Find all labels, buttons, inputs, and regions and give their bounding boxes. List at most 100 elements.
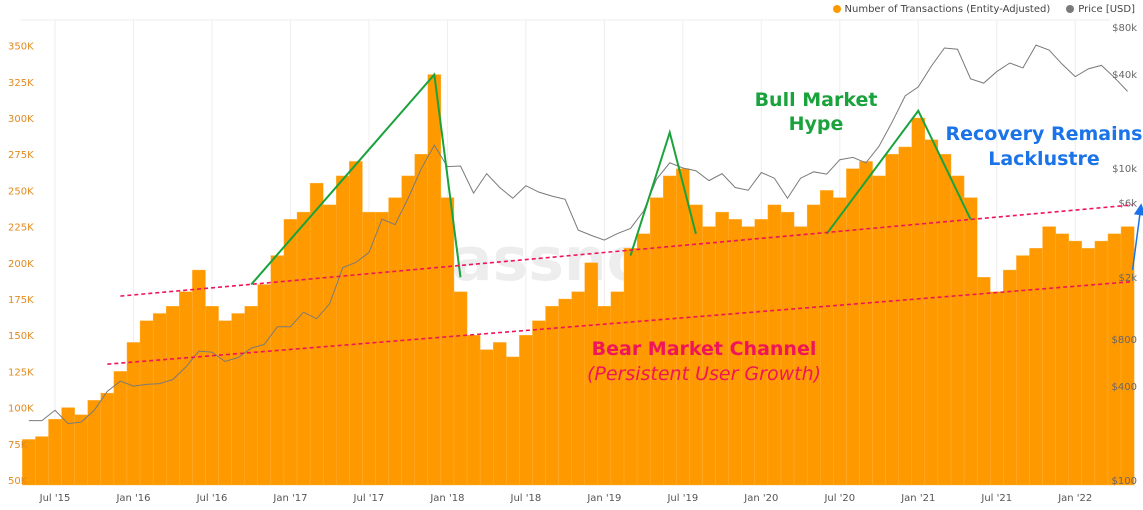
y-right-tick-label: $800 (1112, 335, 1137, 346)
x-tick-label: Jul '16 (196, 493, 228, 504)
bear-label: Bear Market Channel (592, 338, 817, 360)
y-right-tick-label: $6k (1118, 199, 1137, 210)
x-tick-label: Jan '22 (1057, 493, 1092, 504)
legend-label: Price [USD] (1078, 4, 1135, 15)
y-left-tick-label: 325K (8, 78, 34, 89)
legend-item-price[interactable]: Price [USD] (1066, 4, 1135, 15)
transaction-bar (1029, 248, 1043, 486)
recovery-arrow (1131, 203, 1143, 271)
y-left-tick-label: 250K (8, 186, 34, 197)
y-left-tick-label: 300K (8, 114, 34, 125)
gray-dot-icon (1066, 5, 1075, 13)
transaction-bar (976, 277, 991, 486)
transaction-bar (35, 436, 49, 486)
transaction-bar (453, 291, 468, 486)
transaction-bar (1003, 269, 1017, 486)
transaction-bar (87, 400, 102, 486)
transaction-bar (937, 153, 952, 486)
transaction-bar (113, 371, 128, 486)
x-tick-label: Jan '17 (272, 493, 307, 504)
y-right-tick-label: $400 (1112, 382, 1137, 393)
y-left-tick-label: 350K (8, 42, 34, 53)
transaction-bar (205, 306, 219, 486)
transaction-bar (152, 313, 167, 486)
y-right-tick-label: $2k (1118, 273, 1137, 284)
x-tick-label: Jul '19 (666, 493, 698, 504)
transaction-bar (1094, 240, 1109, 486)
transaction-bar (1120, 226, 1135, 486)
transaction-bar (963, 197, 978, 486)
transaction-bar (179, 291, 193, 486)
transaction-bar (990, 291, 1004, 486)
legend-item-transactions[interactable]: Number of Transactions (Entity-Adjusted) (832, 4, 1051, 15)
x-tick-label: Jul '20 (823, 493, 855, 504)
y-left-tick-label: 200K (8, 259, 34, 270)
transaction-bar (427, 74, 442, 486)
legend-label: Number of Transactions (Entity-Adjusted) (844, 4, 1051, 15)
transaction-bar (126, 342, 141, 486)
transaction-bar (218, 320, 232, 486)
transaction-bar (911, 117, 926, 486)
transaction-bar (532, 320, 546, 486)
transaction-bar (336, 175, 350, 486)
y-right-tick-label: $40k (1112, 70, 1137, 81)
transaction-bar (74, 414, 88, 486)
transaction-bar (846, 168, 860, 486)
bull-trend-line (825, 108, 972, 235)
transaction-bar (663, 175, 677, 486)
transaction-bar (493, 342, 507, 486)
transaction-bar (924, 139, 939, 486)
y-right-tick-label: $100 (1112, 476, 1137, 487)
transaction-bar (270, 255, 285, 486)
y-left-tick-label: 275K (8, 150, 34, 161)
y-right-tick-label: $10k (1112, 164, 1137, 175)
transaction-bar (1107, 233, 1122, 486)
bull-trend-line (629, 128, 697, 256)
x-tick-label: Jan '20 (743, 493, 778, 504)
transaction-bar (833, 197, 847, 486)
transaction-bar (414, 153, 429, 486)
transaction-bar (375, 211, 389, 486)
x-tick-label: Jul '17 (353, 493, 385, 504)
x-tick-label: Jan '16 (115, 493, 150, 504)
transaction-bar (1055, 233, 1069, 486)
transaction-bar (257, 284, 272, 486)
transaction-bar (676, 168, 690, 486)
transaction-bar (950, 175, 965, 486)
bear-sublabel: (Persistent User Growth) (587, 363, 821, 385)
transaction-bar (859, 161, 873, 486)
x-tick-label: Jul '18 (510, 493, 542, 504)
transaction-bar (610, 291, 625, 486)
transaction-bar (48, 418, 62, 486)
y-left-tick-label: 50K (8, 476, 28, 487)
transaction-bar (192, 269, 206, 486)
y-left-tick-label: 150K (8, 331, 34, 342)
transaction-bar (1042, 226, 1056, 486)
recovery-label: Lacklustre (988, 148, 1100, 170)
x-tick-label: Jul '21 (980, 493, 1012, 504)
transaction-bar (322, 204, 337, 486)
transaction-bar (820, 190, 834, 486)
x-tick-label: Jan '18 (429, 493, 464, 504)
y-left-tick-label: 125K (8, 367, 34, 378)
transaction-bar (466, 335, 481, 486)
transaction-bar (440, 197, 455, 486)
transaction-bar (100, 392, 115, 486)
transaction-bar (519, 335, 533, 486)
bear-channel-line (120, 204, 1133, 297)
transaction-bar (166, 306, 180, 486)
recovery-label: Recovery Remains (946, 123, 1143, 145)
transaction-bar (898, 146, 912, 486)
transaction-bar (349, 161, 363, 486)
bear-channel-line (107, 280, 1133, 365)
transaction-bar (506, 356, 520, 486)
transaction-bar (571, 291, 585, 486)
transaction-bar (401, 175, 415, 486)
bull-trend-line (250, 72, 462, 286)
bull-label: Bull Market (755, 89, 878, 111)
y-right-tick-label: $80k (1112, 23, 1137, 34)
transaction-bar (1068, 240, 1083, 486)
transaction-bar (139, 320, 154, 486)
y-left-tick-label: 100K (8, 404, 34, 415)
